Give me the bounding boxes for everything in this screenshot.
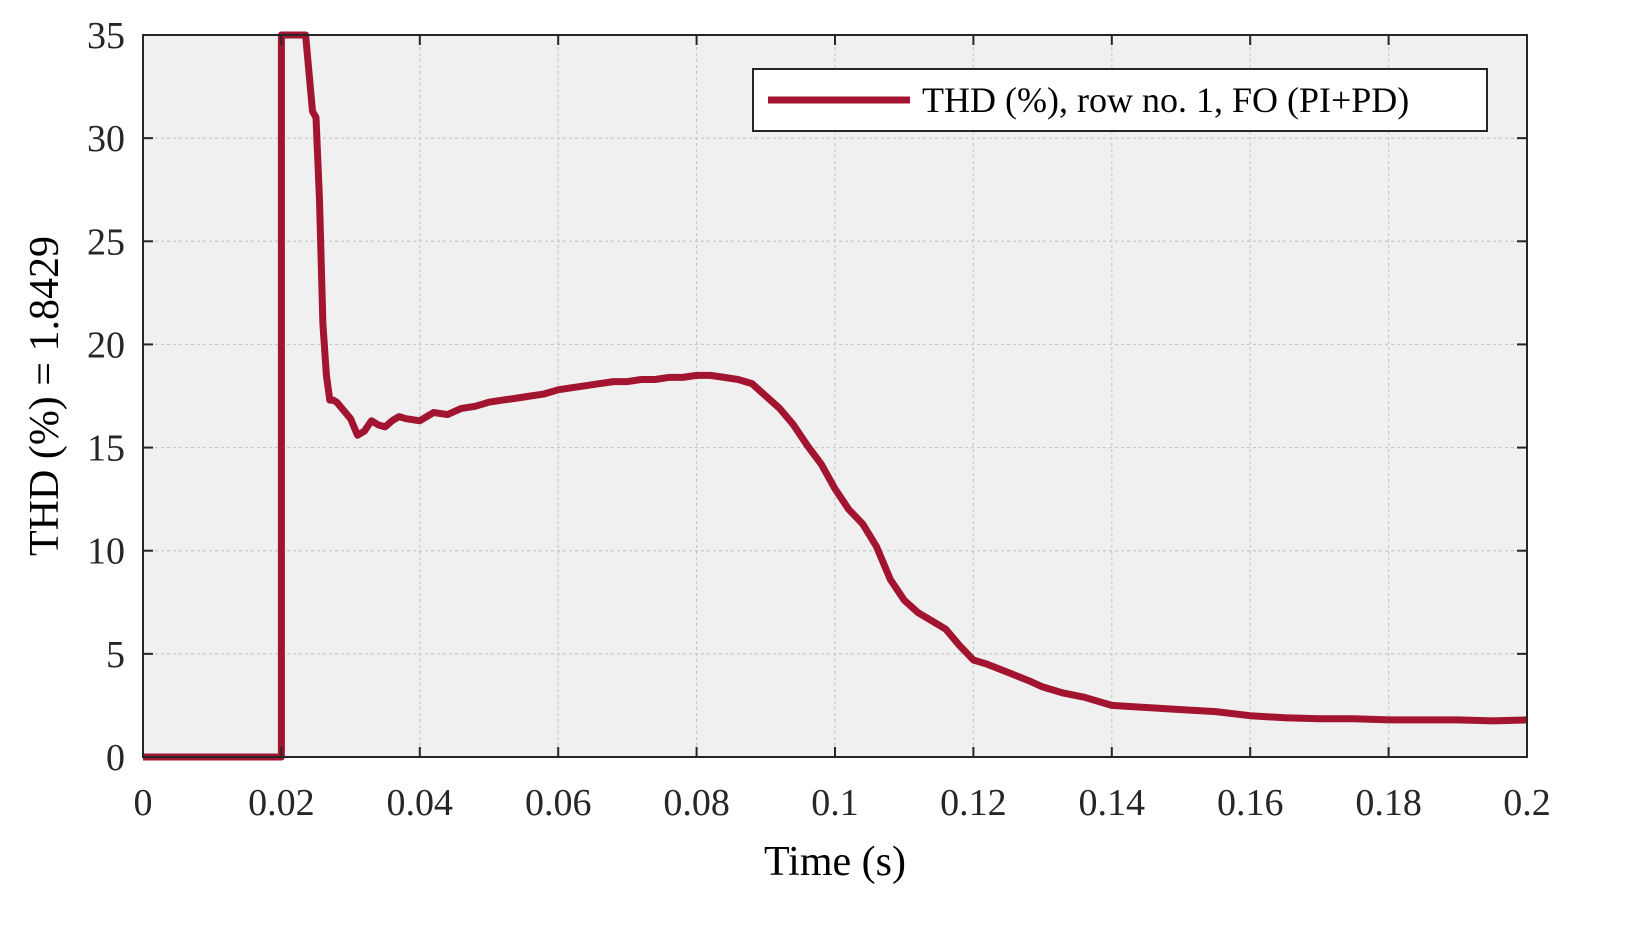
y-tick-label: 20 [87, 324, 125, 366]
x-axis-label: Time (s) [764, 839, 906, 885]
x-tick-label: 0.12 [940, 782, 1007, 824]
x-tick-label: 0.02 [248, 782, 315, 824]
y-tick-label: 15 [87, 428, 125, 470]
y-tick-label: 25 [87, 221, 125, 263]
y-tick-label: 0 [106, 737, 125, 779]
y-tick-label: 30 [87, 118, 125, 160]
x-tick-label: 0 [134, 782, 153, 824]
x-tick-label: 0.14 [1079, 782, 1146, 824]
x-tick-label: 0.2 [1503, 782, 1551, 824]
x-tick-label: 0.08 [663, 782, 730, 824]
series-layer [143, 31, 1528, 761]
ticks [142, 34, 1528, 758]
series-line-thd [143, 31, 1528, 761]
x-tick-label: 0.1 [811, 782, 859, 824]
x-tick-label: 0.06 [525, 782, 592, 824]
y-tick-label: 10 [87, 531, 125, 573]
legend-entry-label: THD (%), row no. 1, FO (PI+PD) [922, 80, 1409, 120]
x-tick-labels: 0 0.02 0.04 0.06 0.08 0.1 0.12 0.14 0.16 0.18 0.2 [134, 782, 1551, 824]
y-tick-label: 5 [106, 634, 125, 676]
x-tick-label: 0.04 [387, 782, 454, 824]
grid [143, 35, 1527, 757]
y-tick-labels: 0 5 10 15 20 25 30 35 [87, 15, 125, 779]
legend: THD (%), row no. 1, FO (PI+PD) [752, 68, 1488, 132]
x-tick-label: 0.16 [1217, 782, 1284, 824]
y-axis-label: THD (%) = 1.8429 [22, 236, 68, 556]
y-tick-label: 35 [87, 15, 125, 57]
x-tick-label: 0.18 [1355, 782, 1422, 824]
